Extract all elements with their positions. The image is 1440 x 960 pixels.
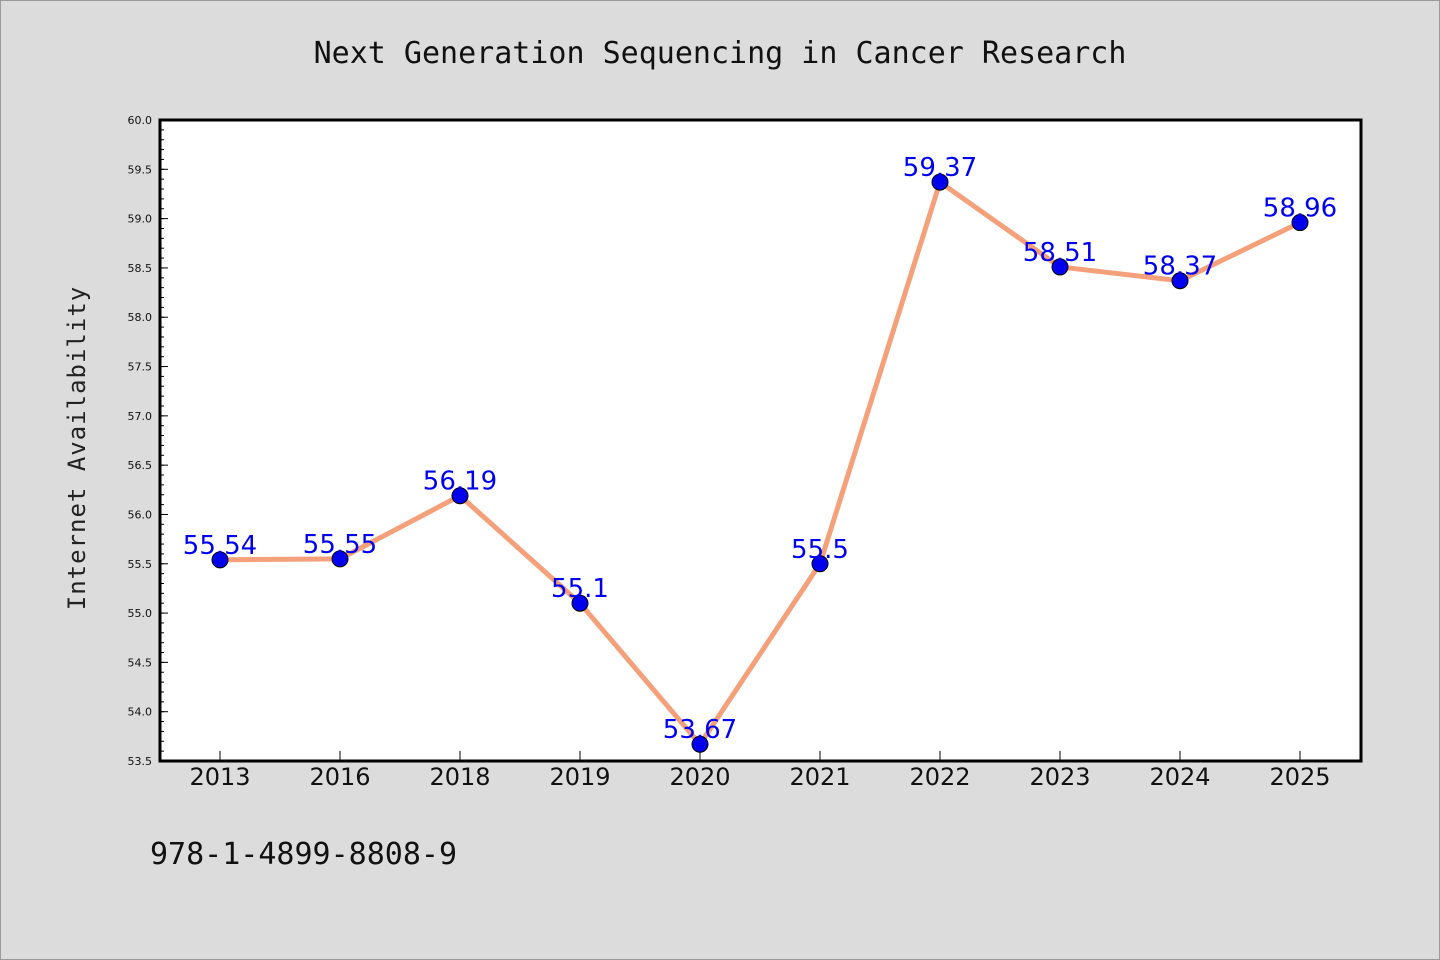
data-point bbox=[331, 550, 349, 568]
x-tick-label: 2020 bbox=[669, 763, 730, 791]
y-axis: 53.5 54.0 54.5 55.0 55.5 56.0 56.5 57.0 57.5 58.0… bbox=[128, 114, 168, 768]
x-tick-label: 2025 bbox=[1269, 763, 1330, 791]
y-tick-label: 59.0 bbox=[128, 213, 153, 226]
plot-area bbox=[158, 118, 1363, 763]
series-line-group bbox=[219, 179, 1302, 747]
data-label: 55.54 bbox=[183, 531, 257, 561]
x-tick-label: 2024 bbox=[1149, 763, 1210, 791]
y-tick-label: 53.5 bbox=[128, 755, 153, 768]
y-tick-label: 54.5 bbox=[128, 656, 153, 669]
y-tick-label: 56.5 bbox=[128, 459, 153, 472]
data-label: 53.67 bbox=[663, 715, 737, 745]
data-markers bbox=[211, 173, 1309, 753]
x-axis: 2013 2016 2018 2019 2020 2021 2022 2023 2024 2025 bbox=[189, 751, 1331, 791]
data-label: 55.1 bbox=[551, 574, 609, 604]
data-point bbox=[931, 173, 949, 191]
y-tick-label: 55.5 bbox=[128, 558, 153, 571]
data-label: 56.19 bbox=[423, 467, 497, 497]
data-labels: 55.54 55.55 56.19 55.1 53.67 55.5 59.37 58.51 58… bbox=[183, 153, 1337, 745]
y-tick-label: 57.5 bbox=[128, 361, 153, 374]
y-tick-label: 59.5 bbox=[128, 163, 153, 176]
data-point bbox=[1171, 272, 1189, 290]
chart-title: Next Generation Sequencing in Cancer Res… bbox=[314, 36, 1127, 71]
data-label: 55.5 bbox=[791, 535, 849, 565]
data-label: 55.55 bbox=[303, 530, 377, 560]
x-tick-label: 2023 bbox=[1029, 763, 1090, 791]
data-point bbox=[211, 551, 229, 569]
data-point bbox=[1291, 214, 1309, 232]
y-tick-label: 56.0 bbox=[128, 508, 153, 521]
y-axis-label: Internet Availability bbox=[63, 286, 91, 610]
y-tick-label: 55.0 bbox=[128, 607, 153, 620]
x-tick-label: 2016 bbox=[309, 763, 370, 791]
data-label: 58.96 bbox=[1263, 194, 1337, 224]
x-tick-label: 2013 bbox=[189, 763, 250, 791]
x-tick-label: 2021 bbox=[789, 763, 850, 791]
x-tick-label: 2022 bbox=[909, 763, 970, 791]
data-label: 59.37 bbox=[903, 153, 977, 183]
y-tick-label: 60.0 bbox=[128, 114, 153, 127]
y-tick-label: 54.0 bbox=[128, 706, 153, 719]
data-point bbox=[571, 594, 589, 612]
data-label: 58.37 bbox=[1143, 252, 1217, 282]
data-label: 58.51 bbox=[1023, 238, 1097, 268]
data-point bbox=[811, 555, 829, 573]
x-tick-label: 2018 bbox=[429, 763, 490, 791]
data-point bbox=[1051, 258, 1069, 276]
x-tick-label: 2019 bbox=[549, 763, 610, 791]
data-point bbox=[451, 487, 469, 505]
y-tick-label: 58.0 bbox=[128, 311, 153, 324]
y-tick-label: 57.0 bbox=[128, 410, 153, 423]
data-point bbox=[691, 735, 709, 753]
y-tick-label: 58.5 bbox=[128, 262, 153, 275]
series-line bbox=[219, 179, 1302, 747]
isbn-text: 978-1-4899-8808-9 bbox=[150, 837, 457, 872]
